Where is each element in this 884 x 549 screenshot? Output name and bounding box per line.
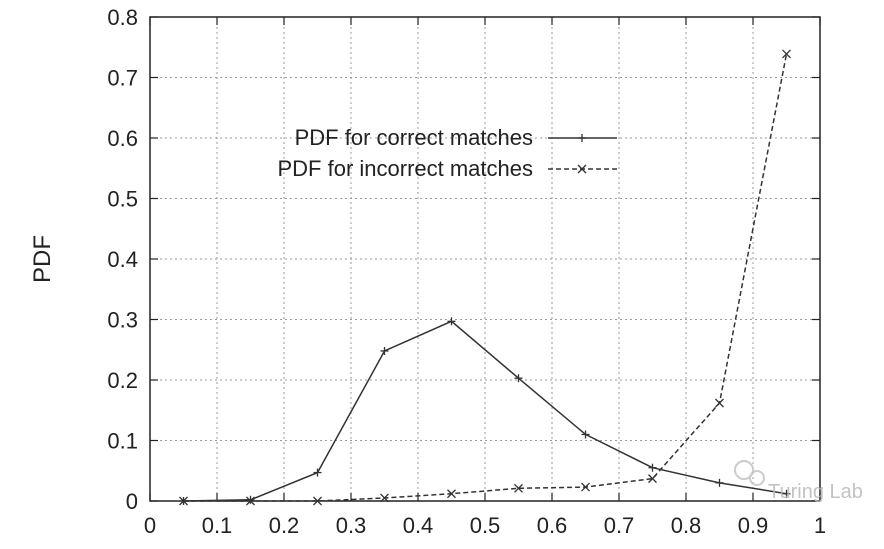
x-tick-label: 0.7 (604, 513, 635, 538)
marker-stroke (715, 398, 724, 408)
series-line (183, 53, 788, 502)
x-tick-label: 0.5 (470, 513, 501, 538)
y-tick-label: 0.1 (107, 429, 138, 454)
marker-stroke (313, 496, 322, 506)
x-tick-label: 0.4 (403, 513, 434, 538)
data-point (782, 49, 791, 59)
legend-label-incorrect: PDF for incorrect matches (277, 156, 533, 181)
legend: PDF for correct matches PDF for incorrec… (277, 125, 617, 181)
x-tick-label: 0.8 (671, 513, 702, 538)
legend-marker (578, 134, 586, 142)
data-point (380, 493, 389, 503)
y-tick-label: 0 (126, 489, 138, 514)
y-tick-label: 0.2 (107, 368, 138, 393)
marker-stroke (581, 482, 590, 492)
legend-marker (577, 164, 587, 174)
grid (150, 17, 820, 501)
series-incorrect (179, 49, 791, 506)
data-point (246, 495, 255, 504)
data-point (313, 468, 322, 477)
data-point (581, 482, 590, 492)
data-point (581, 430, 590, 439)
data-point (447, 489, 456, 499)
data-point (246, 496, 255, 506)
marker-stroke (246, 496, 255, 506)
y-tick-label: 0.6 (107, 126, 138, 151)
watermark-logo-icon (734, 460, 765, 486)
watermark-text: Turing Lab (768, 481, 863, 503)
series-line (183, 320, 787, 502)
marker-stroke (447, 489, 456, 499)
marker-stroke (577, 164, 587, 174)
y-tick-label: 0.7 (107, 66, 138, 91)
x-tick-label: 0.9 (738, 513, 769, 538)
data-point (782, 489, 791, 498)
axis-ticks (149, 16, 821, 502)
y-axis-title: PDF (29, 235, 56, 283)
data-point (179, 496, 188, 506)
data-point (380, 346, 389, 355)
x-axis-tick-labels: 0 0.1 0.2 0.3 0.4 0.5 0.6 0.7 0.8 0.9 1 (144, 513, 826, 538)
data-point (715, 478, 724, 487)
data-point (514, 483, 523, 493)
marker-stroke (782, 49, 791, 59)
y-axis-tick-labels: 0 0.1 0.2 0.3 0.4 0.5 0.6 0.7 0.8 (107, 5, 138, 514)
marker-stroke (380, 493, 389, 503)
x-tick-label: 0.3 (336, 513, 367, 538)
y-tick-label: 0.3 (107, 308, 138, 333)
data-point (648, 463, 657, 472)
marker-stroke (514, 483, 523, 493)
x-tick-label: 0.6 (537, 513, 568, 538)
y-tick-label: 0.8 (107, 5, 138, 30)
data-point (715, 398, 724, 408)
watermark: Turing Lab (734, 460, 863, 503)
legend-label-correct: PDF for correct matches (295, 125, 533, 150)
data-point (648, 474, 657, 484)
x-tick-label: 0 (144, 513, 156, 538)
data-point (514, 374, 523, 383)
data-point (447, 317, 456, 326)
x-tick-label: 0.2 (269, 513, 300, 538)
marker-stroke (179, 496, 188, 506)
series (179, 49, 791, 506)
x-tick-label: 0.1 (202, 513, 233, 538)
y-tick-label: 0.4 (107, 247, 138, 272)
data-point (313, 496, 322, 506)
series-correct (179, 317, 791, 505)
y-tick-label: 0.5 (107, 187, 138, 212)
marker-stroke (648, 474, 657, 484)
x-tick-label: 1 (814, 513, 826, 538)
